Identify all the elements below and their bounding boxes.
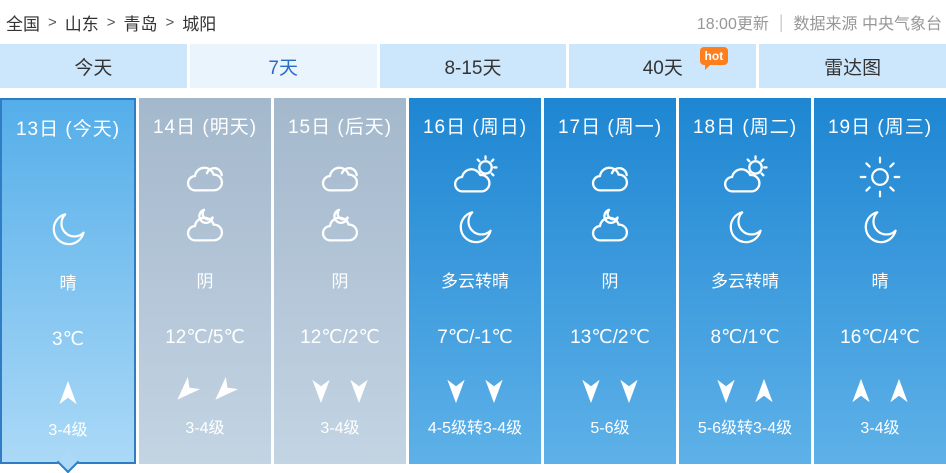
tab-今天[interactable]: 今天 bbox=[0, 44, 187, 88]
moon-icon bbox=[814, 202, 946, 252]
sun-icon bbox=[814, 152, 946, 202]
day-wind-arrows bbox=[409, 368, 541, 414]
day-wind-arrows bbox=[679, 368, 811, 414]
day-date: 15日 (后天) bbox=[287, 116, 393, 138]
update-info: 18:00更新 | 数据来源 中央气象台 bbox=[697, 10, 942, 34]
day-wind-arrows bbox=[274, 368, 406, 414]
day-column-5[interactable]: 17日 (周一) 阴 13℃/2℃ 5-6级 bbox=[544, 98, 676, 464]
day-column-7[interactable]: 19日 (周三) 晴 16℃/4℃ 3-4级 bbox=[814, 98, 946, 464]
day-weather-text: 多云转晴 bbox=[711, 271, 779, 291]
day-date: 18日 (周二) bbox=[692, 116, 798, 138]
day-column-4[interactable]: 16日 (周日) 多云转晴 7℃/-1℃ 4-5级转3-4级 bbox=[409, 98, 541, 464]
wind-direction-arrow bbox=[580, 378, 602, 404]
moon-icon bbox=[409, 202, 541, 252]
wind-direction-arrow bbox=[310, 378, 332, 404]
sun-cloud-icon bbox=[679, 152, 811, 202]
day-temperature: 12℃/2℃ bbox=[300, 326, 380, 348]
day-wind-level: 3-4级 bbox=[185, 420, 225, 437]
moon-icon bbox=[2, 204, 134, 254]
wind-direction-arrow bbox=[169, 374, 203, 408]
day-weather-text: 晴 bbox=[871, 271, 889, 291]
day-date: 14日 (明天) bbox=[152, 116, 258, 138]
data-source: 数据来源 中央气象台 bbox=[793, 16, 942, 33]
day-temperature: 12℃/5℃ bbox=[165, 326, 245, 348]
wind-direction-arrow bbox=[715, 378, 737, 404]
sun-cloud-icon bbox=[409, 152, 541, 202]
tab-label: 今天 bbox=[74, 57, 113, 79]
day-weather-text: 晴 bbox=[59, 273, 77, 293]
wind-direction-arrow bbox=[445, 378, 467, 404]
day-temperature: 3℃ bbox=[52, 328, 84, 350]
top-bar: 全国 > 山东 > 青岛 > 城阳 18:00更新 | 数据来源 中央气象台 bbox=[0, 0, 946, 44]
empty-icon-slot bbox=[2, 154, 134, 204]
day-wind-arrows bbox=[139, 368, 271, 414]
cloud-moon-icon bbox=[274, 202, 406, 252]
breadcrumb-link-4[interactable]: 城阳 bbox=[182, 14, 217, 34]
wind-direction-arrow bbox=[888, 378, 910, 404]
hot-badge: hot bbox=[699, 47, 729, 70]
tab-8-15天[interactable]: 8-15天 bbox=[379, 44, 567, 88]
tab-7天[interactable]: 7天 bbox=[189, 44, 377, 88]
breadcrumb: 全国 > 山东 > 青岛 > 城阳 bbox=[6, 10, 216, 35]
day-wind-arrows bbox=[2, 370, 134, 416]
day-temperature: 16℃/4℃ bbox=[840, 326, 920, 348]
wind-direction-arrow bbox=[57, 380, 79, 406]
day-wind-arrows bbox=[814, 368, 946, 414]
tab-label: 雷达图 bbox=[824, 57, 882, 79]
meta-separator: | bbox=[778, 11, 784, 32]
wind-direction-arrow bbox=[483, 378, 505, 404]
cloudy-icon bbox=[544, 152, 676, 202]
day-wind-level: 3-4级 bbox=[320, 420, 360, 437]
wind-direction-arrow bbox=[618, 378, 640, 404]
wind-direction-arrow bbox=[850, 378, 872, 404]
tab-label: 8-15天 bbox=[444, 57, 502, 79]
day-temperature: 8℃/1℃ bbox=[710, 326, 780, 348]
update-time: 18:00更新 bbox=[696, 16, 769, 33]
cloudy-icon bbox=[274, 152, 406, 202]
forecast-days: 13日 (今天) 晴 3℃ 3-4级 14日 (明天) 阴 12℃/5℃ 3-4级 15日 (后… bbox=[0, 98, 946, 464]
day-column-3[interactable]: 15日 (后天) 阴 12℃/2℃ 3-4级 bbox=[274, 98, 406, 464]
day-date: 13日 (今天) bbox=[15, 118, 121, 140]
moon-icon bbox=[679, 202, 811, 252]
day-wind-level: 3-4级 bbox=[860, 420, 900, 437]
breadcrumb-link-1[interactable]: 全国 bbox=[6, 14, 40, 34]
day-date: 17日 (周一) bbox=[557, 116, 663, 138]
tab-40天[interactable]: 40天 hot bbox=[569, 44, 757, 88]
wind-direction-arrow bbox=[207, 374, 241, 408]
forecast-tabs: 今天 7天 8-15天 40天 hot 雷达图 bbox=[0, 44, 946, 88]
day-weather-text: 阴 bbox=[331, 271, 349, 291]
day-temperature: 13℃/2℃ bbox=[570, 326, 650, 348]
breadcrumb-link-3[interactable]: 青岛 bbox=[123, 14, 158, 34]
day-wind-level: 5-6级 bbox=[590, 420, 630, 437]
breadcrumb-separator: > bbox=[165, 13, 175, 31]
tab-label: 40天 bbox=[642, 57, 683, 79]
day-column-6[interactable]: 18日 (周二) 多云转晴 8℃/1℃ 5-6级转3-4级 bbox=[679, 98, 811, 464]
tab-雷达图[interactable]: 雷达图 bbox=[759, 44, 946, 88]
cloud-moon-icon bbox=[139, 202, 271, 252]
cloud-moon-icon bbox=[544, 202, 676, 252]
cloudy-icon bbox=[139, 152, 271, 202]
day-wind-arrows bbox=[544, 368, 676, 414]
day-weather-text: 阴 bbox=[601, 271, 619, 291]
breadcrumb-separator: > bbox=[106, 13, 116, 31]
breadcrumb-separator: > bbox=[48, 13, 57, 31]
day-temperature: 7℃/-1℃ bbox=[437, 326, 513, 348]
day-date: 16日 (周日) bbox=[422, 116, 528, 138]
day-weather-text: 阴 bbox=[196, 271, 214, 291]
day-wind-level: 5-6级转3-4级 bbox=[697, 420, 793, 437]
breadcrumb-link-2[interactable]: 山东 bbox=[64, 14, 99, 34]
day-column-1-selected[interactable]: 13日 (今天) 晴 3℃ 3-4级 bbox=[0, 98, 136, 464]
wind-direction-arrow bbox=[753, 378, 775, 404]
day-column-2[interactable]: 14日 (明天) 阴 12℃/5℃ 3-4级 bbox=[139, 98, 271, 464]
tab-label: 7天 bbox=[268, 57, 298, 79]
day-date: 19日 (周三) bbox=[827, 116, 933, 138]
day-wind-level: 3-4级 bbox=[48, 422, 88, 439]
day-weather-text: 多云转晴 bbox=[441, 271, 509, 291]
day-wind-level: 4-5级转3-4级 bbox=[427, 420, 523, 437]
wind-direction-arrow bbox=[348, 378, 370, 404]
